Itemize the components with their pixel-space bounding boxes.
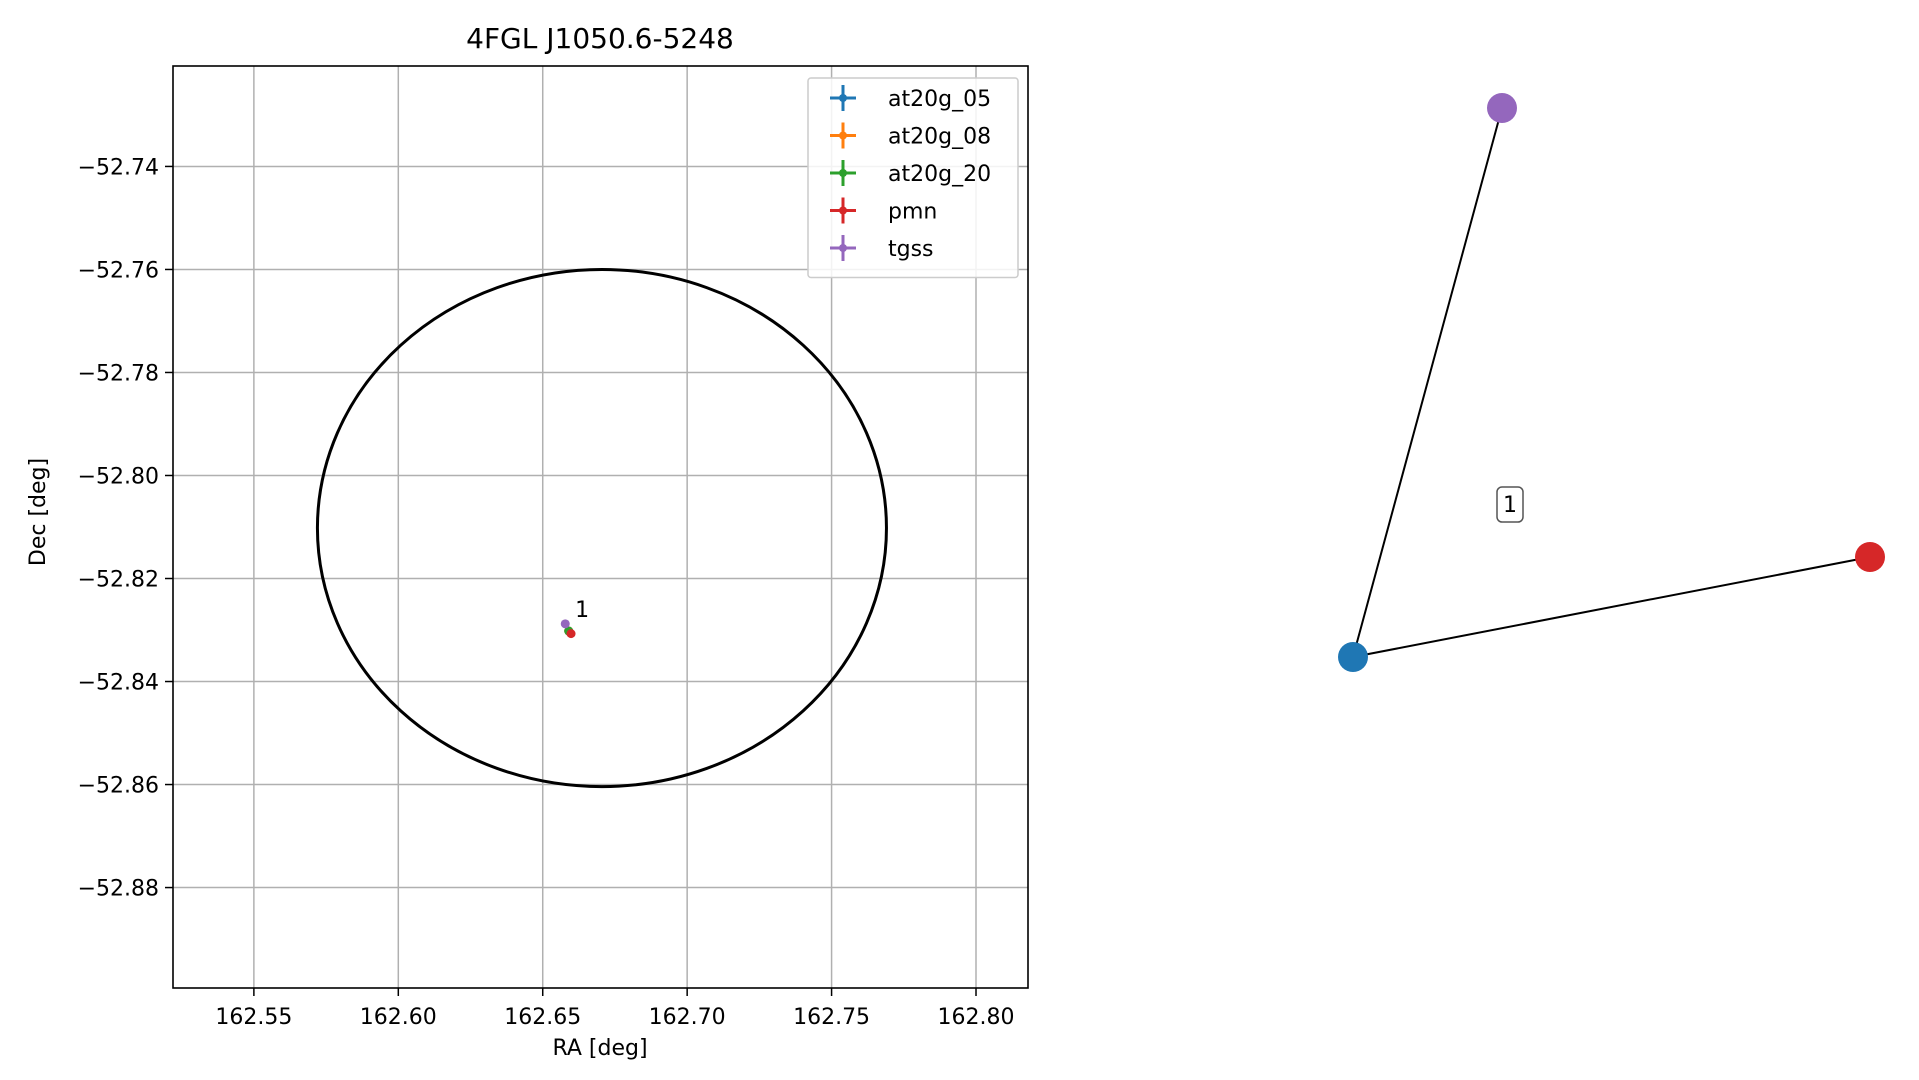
network-panel: 1	[1338, 93, 1885, 672]
network-edge	[1352, 107, 1503, 658]
y-axis-ticks: −52.74 −52.76 −52.78 −52.80 −52.82 −52.84 −52.…	[78, 155, 173, 902]
y-tick-label: −52.86	[78, 774, 159, 799]
y-axis-label: Dec [deg]	[26, 458, 51, 566]
legend-label-at20g_08: at20g_08	[888, 125, 991, 150]
y-tick-label: −52.76	[78, 258, 159, 283]
data-point-tgss	[560, 619, 570, 629]
legend-marker-at20g_08	[839, 131, 847, 140]
x-tick-label: 162.80	[938, 1005, 1015, 1030]
x-tick-label: 162.75	[793, 1005, 870, 1030]
network-node-red	[1855, 542, 1885, 572]
legend-marker-pmn	[839, 206, 847, 215]
legend-frame	[807, 77, 1019, 279]
x-tick-label: 162.60	[360, 1005, 437, 1030]
network-node-purple	[1487, 93, 1517, 123]
legend-label-at20g_05: at20g_05	[888, 87, 991, 112]
legend-label-pmn: pmn	[888, 200, 937, 225]
legend-label-tgss: tgss	[888, 237, 934, 262]
legend-marker-tgss	[839, 244, 847, 252]
network-label-box	[1496, 486, 1524, 523]
y-tick-label: −52.74	[78, 155, 159, 180]
plot-frame	[172, 65, 1029, 989]
y-tick-label: −52.80	[78, 464, 159, 489]
point-annotation: 1	[575, 598, 589, 623]
legend-marker-at20g_20	[839, 169, 847, 177]
network-edge	[1352, 556, 1871, 658]
y-tick-label: −52.88	[78, 877, 159, 902]
chart-title: 4FGL J1050.6-5248	[466, 22, 734, 55]
network-label: 1	[1503, 493, 1517, 518]
x-axis-ticks: 162.55 162.60 162.65 162.70 162.75 162.80	[215, 988, 1014, 1030]
x-tick-label: 162.55	[215, 1005, 292, 1030]
data-point-pmn	[566, 629, 576, 639]
plot-content: 1	[315, 267, 888, 789]
localization-ellipse	[315, 267, 888, 789]
data-points	[560, 619, 576, 639]
x-tick-label: 162.65	[504, 1005, 581, 1030]
network-node-blue	[1338, 642, 1368, 672]
legend-label-at20g_20: at20g_20	[888, 162, 991, 187]
x-tick-label: 162.70	[649, 1005, 726, 1030]
legend-marker-at20g_05	[839, 94, 847, 102]
y-tick-label: −52.82	[78, 568, 159, 593]
y-tick-label: −52.84	[78, 671, 159, 696]
x-axis-label: RA [deg]	[552, 1036, 647, 1061]
scatter-panel: 4FGL J1050.6-5248 162.55 162.60 162.65 162.…	[26, 22, 1029, 1061]
y-tick-label: −52.78	[78, 361, 159, 386]
